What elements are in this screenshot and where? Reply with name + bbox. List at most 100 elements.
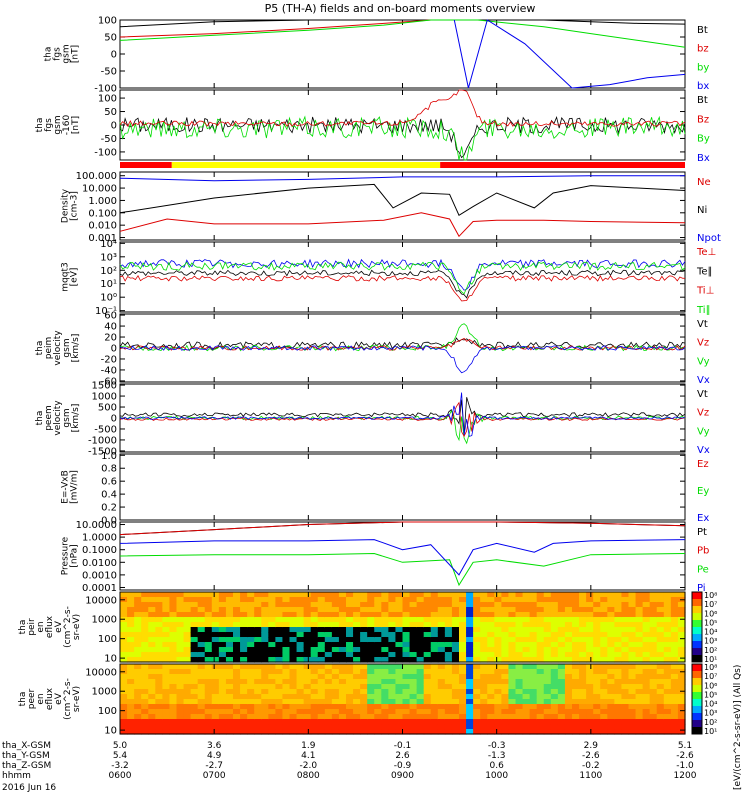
spectrogram-cell: [536, 597, 545, 603]
spectrogram-cell: [183, 724, 192, 730]
spectrogram-cell: [557, 642, 566, 648]
spectrogram-cell: [663, 699, 672, 705]
spectrogram-cell: [564, 669, 573, 675]
spectrogram-cell: [317, 674, 326, 680]
spectrogram-cell: [254, 724, 262, 730]
spectrogram-cell: [593, 592, 601, 598]
spectrogram-cell: [466, 617, 474, 623]
spectrogram-cell: [268, 674, 276, 680]
spectrogram-cell: [134, 607, 142, 613]
spectrogram-cell: [529, 602, 538, 608]
spectrogram-cell: [550, 657, 559, 663]
spectrogram-cell: [656, 597, 665, 603]
spectrogram-cell: [282, 632, 291, 638]
spectrogram-cell: [642, 704, 651, 710]
spectrogram-cell: [423, 607, 432, 613]
spectrogram-cell: [296, 664, 305, 670]
spectrogram-cell: [586, 607, 594, 613]
spectrogram-cell: [600, 724, 608, 730]
spectrogram-cell: [211, 694, 220, 700]
spectrogram-cell: [649, 657, 658, 663]
spectrogram-cell: [451, 657, 460, 663]
spectrogram-cell: [437, 724, 446, 730]
spectrogram-cell: [621, 684, 630, 690]
spectrogram-cell: [423, 652, 432, 658]
spectrogram-cell: [409, 684, 418, 690]
spectrogram-cell: [459, 699, 467, 705]
spectrogram-cell: [374, 724, 382, 730]
spectrogram-cell: [240, 597, 248, 603]
spectrogram-cell: [550, 694, 559, 700]
spectrogram-cell: [656, 617, 665, 623]
spectrogram-cell: [550, 709, 559, 715]
spectrogram-cell: [310, 719, 319, 725]
spectrogram-cell: [296, 657, 305, 663]
spectrogram-cell: [607, 592, 615, 598]
spectrogram-cell: [310, 637, 319, 643]
spectrogram-cell: [522, 597, 531, 603]
spectrogram-cell: [388, 709, 397, 715]
spectrogram-cell: [579, 714, 587, 720]
spectrogram-cell: [204, 699, 213, 705]
y-axis-label-line: tha: [18, 692, 28, 707]
spectrogram-cell: [360, 694, 368, 700]
spectrogram-cell: [536, 612, 545, 618]
spectrogram-cell: [621, 669, 630, 675]
spectrogram-cell: [120, 699, 128, 705]
spectrogram-cell: [614, 617, 623, 623]
spectrogram-cell: [303, 714, 312, 720]
spectrogram-cell: [621, 729, 630, 735]
spectrogram-cell: [254, 602, 262, 608]
spectrogram-cell: [649, 632, 658, 638]
spectrogram-cell: [296, 612, 305, 618]
spectrogram-cell: [331, 637, 340, 643]
spectrogram-cell: [522, 689, 531, 695]
spectrogram-cell: [346, 689, 354, 695]
spectrogram-cell: [225, 637, 234, 643]
spectrogram-cell: [176, 657, 185, 663]
spectrogram-cell: [677, 647, 686, 653]
spectrogram-cell: [444, 664, 453, 670]
spectrogram-cell: [254, 617, 262, 623]
spectrogram-cell: [282, 719, 291, 725]
spectrogram-cell: [395, 719, 404, 725]
spectrogram-cell: [579, 632, 587, 638]
spectrogram-cell: [677, 719, 686, 725]
spectrogram-cell: [607, 709, 615, 715]
spectrogram-cell: [501, 724, 510, 730]
spectrogram-cell: [141, 689, 149, 695]
spectrogram-cell: [437, 647, 446, 653]
spectrogram-cell: [402, 664, 411, 670]
spectrogram-cell: [522, 647, 531, 653]
spectrogram-cell: [254, 719, 262, 725]
spectrogram-cell: [677, 694, 686, 700]
spectrogram-cell: [324, 597, 333, 603]
spectrogram-cell: [317, 607, 326, 613]
spectrogram-cell: [635, 647, 644, 653]
spectrogram-cell: [211, 647, 220, 653]
spectrogram-cell: [169, 617, 178, 623]
spectrogram-cell: [557, 724, 566, 730]
spectrogram-cell: [331, 592, 340, 598]
spectrogram-cell: [579, 679, 587, 685]
spectrogram-cell: [233, 652, 241, 658]
spectrogram-cell: [247, 622, 255, 628]
spectrogram-cell: [649, 597, 658, 603]
colorbar-tick-label: 10²: [704, 646, 717, 655]
spectrogram-cell: [120, 709, 128, 715]
y-tick-label: 100: [98, 16, 117, 27]
spectrogram-cell: [473, 652, 481, 658]
spectrogram-cell: [508, 637, 517, 643]
spectrogram-cell: [155, 612, 163, 618]
spectrogram-cell: [459, 652, 467, 658]
spectrogram-cell: [663, 694, 672, 700]
spectrogram-cell: [628, 689, 637, 695]
spectrogram-cell: [473, 612, 481, 618]
spectrogram-cell: [331, 664, 340, 670]
spectrogram-cell: [360, 642, 368, 648]
y-tick-label: 100.000: [76, 171, 117, 182]
spectrogram-cell: [247, 632, 255, 638]
spectrogram-cell: [183, 592, 192, 598]
spectrogram-cell: [501, 679, 510, 685]
spectrogram-cell: [275, 657, 284, 663]
